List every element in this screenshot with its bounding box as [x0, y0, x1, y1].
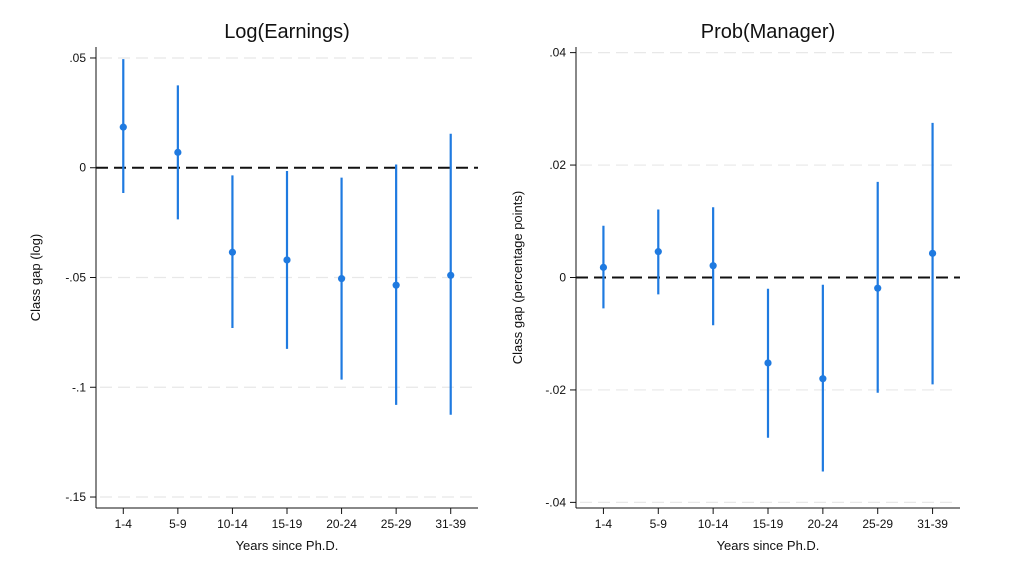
plot-area: -.15 -.1 -.05 0 .05 1-4 5-9 10-14 15-19 20-24 25-2… — [65, 47, 478, 531]
y-tick-label: -.1 — [72, 380, 86, 394]
point-estimate — [654, 248, 662, 256]
point-estimate — [447, 271, 455, 279]
y-tick-label: -.04 — [545, 495, 566, 509]
y-tick-label: .04 — [549, 46, 566, 60]
point-estimate — [392, 281, 400, 289]
x-tick-label: 20-24 — [326, 517, 357, 531]
x-tick-label: 25-29 — [381, 517, 412, 531]
point-estimate — [709, 262, 717, 270]
x-tick-label: 25-29 — [862, 517, 893, 531]
x-tick-label: 31-39 — [435, 517, 466, 531]
x-tick-label: 1-4 — [115, 517, 133, 531]
point-estimate — [599, 263, 608, 271]
x-tick-label: 31-39 — [917, 517, 948, 531]
x-tick-label: 20-24 — [808, 517, 839, 531]
chart-title: Log(Earnings) — [224, 21, 350, 43]
point-estimate — [819, 375, 827, 383]
y-tick-label: -.05 — [65, 271, 86, 285]
point-estimate — [283, 256, 291, 264]
y-axis-label: Class gap (log) — [28, 234, 43, 321]
point-estimate — [337, 274, 346, 283]
panel-log-earnings: Log(Earnings) Years since Ph.D. Class ga… — [28, 21, 478, 553]
point-estimate — [174, 148, 182, 156]
point-estimate — [874, 284, 882, 292]
y-tick-label: .05 — [69, 51, 86, 65]
x-tick-label: 5-9 — [650, 517, 668, 531]
y-tick-label: 0 — [559, 271, 566, 285]
panel-prob-manager: Prob(Manager) Years since Ph.D. Class ga… — [510, 21, 960, 553]
x-axis-label: Years since Ph.D. — [717, 538, 820, 553]
y-tick-label: .02 — [549, 158, 566, 172]
y-axis-label: Class gap (percentage points) — [510, 191, 525, 364]
point-estimate — [119, 123, 127, 131]
x-axis-label: Years since Ph.D. — [236, 538, 339, 553]
point-estimate — [928, 249, 937, 257]
x-tick-label: 15-19 — [272, 517, 303, 531]
point-estimate — [764, 359, 772, 367]
x-tick-label: 10-14 — [698, 517, 729, 531]
y-tick-label: -.15 — [65, 490, 86, 504]
point-estimate — [228, 248, 237, 256]
x-tick-label: 1-4 — [595, 517, 613, 531]
y-tick-label: -.02 — [545, 383, 566, 397]
y-tick-label: 0 — [79, 161, 86, 175]
chart-title: Prob(Manager) — [701, 21, 836, 43]
x-tick-label: 15-19 — [753, 517, 784, 531]
x-tick-label: 5-9 — [169, 517, 187, 531]
plot-area: -.04 -.02 0 .02 .04 1-4 5-9 10-14 15-19 20-24 25-2… — [545, 46, 960, 531]
x-tick-label: 10-14 — [217, 517, 248, 531]
